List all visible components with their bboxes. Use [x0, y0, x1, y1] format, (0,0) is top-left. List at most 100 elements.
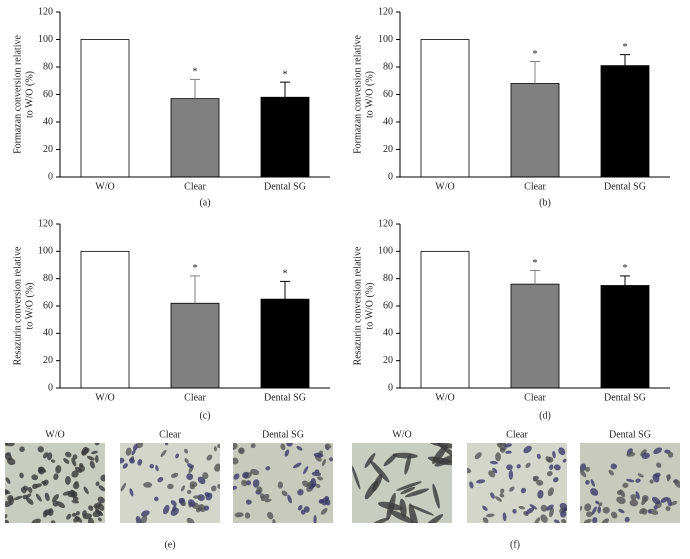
panel-label: (a) [199, 197, 210, 208]
cell [245, 499, 252, 505]
cell [432, 483, 440, 509]
cell [300, 509, 306, 515]
y-tick-label: 100 [38, 34, 53, 45]
cell [649, 508, 659, 515]
y-axis-label: Resazurin conversion relative [12, 246, 23, 365]
cell [308, 482, 317, 490]
cell [35, 493, 42, 502]
y-tick-label: 80 [383, 61, 393, 72]
y-tick-label: 80 [43, 61, 53, 72]
cell [20, 486, 27, 494]
cell [512, 508, 517, 514]
y-tick-label: 60 [43, 300, 53, 311]
cell [516, 464, 521, 469]
micrograph [233, 443, 333, 523]
cell [666, 474, 671, 480]
micrograph [352, 443, 452, 523]
cell [654, 472, 661, 478]
cell [157, 476, 164, 483]
x-tick-label: Dental SG [604, 392, 646, 403]
cell [71, 499, 80, 504]
cell [287, 494, 292, 504]
cell [167, 483, 174, 490]
cell [233, 443, 238, 450]
cell [404, 454, 412, 475]
error-bar [280, 81, 290, 98]
cell [37, 467, 44, 474]
cell [178, 498, 185, 504]
cell [592, 517, 598, 523]
cell [89, 460, 95, 469]
cell [529, 504, 538, 510]
cell [329, 457, 333, 462]
cell [583, 518, 592, 523]
image-title: W/O [392, 429, 411, 440]
cell [211, 485, 217, 492]
y-tick-label: 80 [43, 273, 53, 284]
cell [641, 497, 647, 506]
cell [647, 509, 652, 514]
cell [187, 463, 194, 469]
bar [170, 302, 220, 389]
cell [598, 502, 603, 507]
panel-label: (d) [539, 410, 551, 421]
cell [321, 458, 326, 467]
cell [170, 500, 177, 507]
cell [238, 447, 245, 455]
cell [217, 483, 220, 489]
cell [27, 486, 33, 493]
error-bar [620, 54, 630, 66]
cell [549, 464, 554, 470]
cell [553, 477, 559, 483]
cell [137, 459, 143, 466]
cell [296, 446, 303, 451]
cell [325, 443, 332, 449]
cell [197, 506, 203, 511]
cell [560, 510, 567, 518]
cell [586, 511, 593, 518]
cell [19, 472, 24, 479]
bar [80, 39, 130, 178]
image-title: Dental SG [609, 429, 651, 440]
y-tick-label: 40 [43, 116, 53, 127]
cell [55, 465, 62, 474]
cell [534, 517, 541, 523]
cell [193, 495, 201, 499]
cell [635, 491, 640, 500]
bar [260, 96, 310, 178]
y-axis-label: Formazan conversion relative [12, 35, 23, 154]
cell [352, 465, 361, 490]
cell [496, 443, 503, 448]
error-bar [190, 275, 200, 304]
cell [74, 466, 83, 473]
cell [640, 449, 647, 456]
cell [508, 469, 514, 480]
cell [489, 460, 498, 465]
cell [476, 479, 486, 484]
y-tick-label: 40 [43, 328, 53, 339]
cell [404, 488, 430, 498]
cell [78, 465, 86, 472]
cell [499, 493, 505, 498]
cell [580, 505, 583, 512]
cell [552, 450, 556, 459]
cell [364, 480, 379, 500]
cell [135, 515, 142, 523]
cell [518, 505, 525, 510]
cell [495, 452, 502, 462]
x-tick-label: Clear [524, 392, 546, 403]
bar [260, 298, 310, 389]
y-tick-label: 120 [38, 6, 53, 17]
cell [540, 514, 548, 523]
cell [95, 481, 100, 487]
cell [665, 506, 671, 512]
cell [52, 494, 59, 503]
cell [561, 518, 567, 523]
cell [143, 481, 153, 488]
cell [71, 470, 79, 478]
cell [320, 508, 328, 515]
x-tick-label: Clear [184, 181, 206, 192]
x-tick-label: W/O [95, 392, 114, 403]
cell [602, 506, 610, 514]
cell [233, 473, 240, 480]
